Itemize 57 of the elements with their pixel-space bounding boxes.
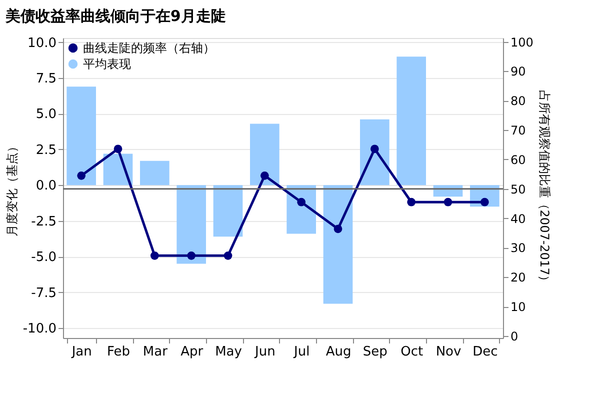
point bbox=[334, 224, 342, 234]
x-tick-label: Apr bbox=[180, 344, 204, 360]
y2-tick-label: 30 bbox=[510, 241, 526, 256]
point bbox=[444, 198, 452, 206]
legend-label: 平均表现 bbox=[83, 57, 131, 71]
legend-label: 曲线走陡的频率（右轴） bbox=[83, 41, 215, 55]
y-tick-label: -7.5 bbox=[31, 286, 56, 301]
point bbox=[150, 251, 159, 260]
x-tick-label: Dec bbox=[472, 344, 498, 360]
y-tick-label: 7.5 bbox=[36, 72, 56, 86]
point bbox=[407, 198, 416, 206]
bar bbox=[250, 124, 280, 186]
y-tick-label: 5.0 bbox=[36, 107, 56, 122]
x-tick-label: Feb bbox=[106, 344, 130, 360]
x-tick-label: May bbox=[215, 344, 242, 360]
bar bbox=[323, 185, 353, 304]
y-tick-label: 0.0 bbox=[36, 178, 56, 194]
y-tick-label: 2.5 bbox=[36, 142, 56, 158]
bar bbox=[396, 56, 426, 186]
y2-tick-label: 80 bbox=[510, 94, 526, 108]
point bbox=[260, 171, 269, 180]
y2-tick-label: 40 bbox=[510, 212, 526, 226]
x-tick-label: Aug bbox=[326, 344, 352, 360]
x-tick-label: Sep bbox=[362, 344, 388, 360]
bar bbox=[140, 160, 170, 186]
point bbox=[77, 171, 86, 180]
bar bbox=[360, 119, 390, 186]
y-tick-label: -10.0 bbox=[22, 322, 56, 336]
y-tick-label: -2.5 bbox=[31, 214, 56, 230]
y-tick-label: -5.0 bbox=[31, 250, 56, 266]
x-tick-label: Oct bbox=[400, 344, 424, 360]
x-tick-label: Mar bbox=[142, 344, 168, 360]
point bbox=[297, 198, 306, 206]
y2-tick-label: 60 bbox=[510, 152, 526, 167]
x-tick-label: Jan bbox=[70, 344, 92, 360]
y-axis-title: 月度变化（基点） bbox=[4, 140, 19, 236]
chart-title: 美债收益率曲线倾向于在9月走陡 bbox=[4, 6, 226, 25]
y2-tick-label: 0 bbox=[510, 329, 518, 344]
point bbox=[370, 144, 379, 154]
y2-tick-label: 90 bbox=[510, 64, 526, 79]
point bbox=[224, 251, 232, 260]
y2-tick-label: 100 bbox=[510, 35, 534, 50]
x-tick-label: Nov bbox=[436, 344, 462, 360]
y-tick-label: 10.0 bbox=[28, 36, 56, 51]
x-tick-label: Jun bbox=[254, 344, 276, 360]
x-tick-label: Jul bbox=[292, 344, 310, 360]
y2-tick-label: 50 bbox=[510, 182, 526, 196]
y2-axis-title: 占所有观察值的比重（2007-2017） bbox=[537, 90, 552, 288]
bar bbox=[213, 185, 243, 237]
bar bbox=[176, 185, 206, 264]
y2-tick-label: 20 bbox=[510, 270, 526, 285]
point bbox=[114, 144, 122, 154]
point bbox=[480, 198, 489, 206]
y2-tick-label: 70 bbox=[510, 124, 526, 138]
bar bbox=[66, 86, 96, 186]
point bbox=[187, 251, 196, 260]
y2-tick-label: 10 bbox=[510, 300, 526, 314]
